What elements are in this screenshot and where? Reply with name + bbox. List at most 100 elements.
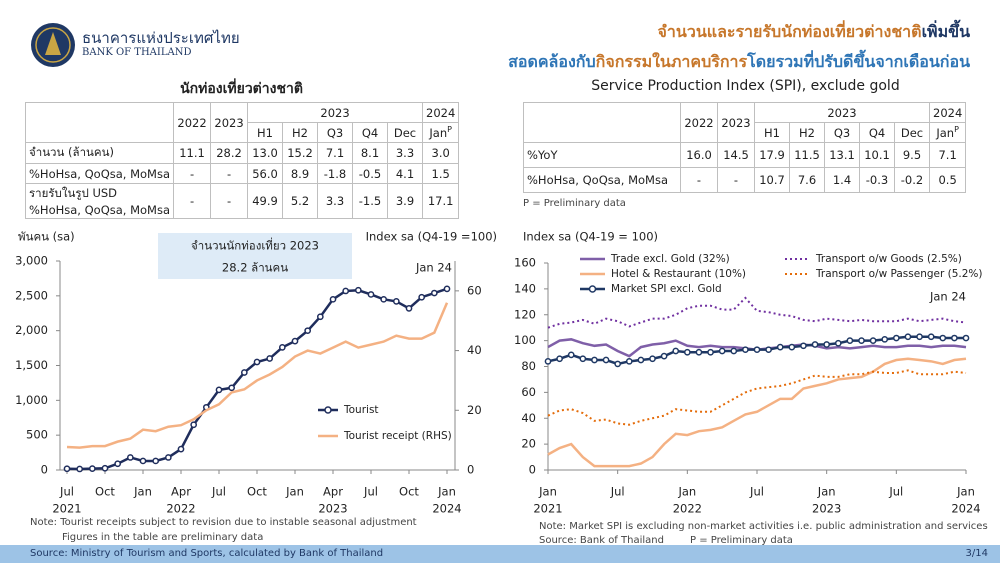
point: [76, 465, 84, 473]
point: [579, 355, 587, 363]
x-tick-label: Jul: [888, 485, 903, 499]
header-mark: P: [954, 125, 959, 135]
x-tick-label: Jan: [437, 485, 456, 499]
y2-tick-label: 60: [467, 283, 482, 297]
x-tick-label: Jan: [817, 485, 836, 499]
table-cell: -: [680, 167, 718, 193]
point: [881, 335, 889, 343]
annotation: Jan 24: [415, 261, 452, 275]
point: [625, 357, 633, 365]
y2-tick-label: 20: [467, 403, 482, 417]
logo: [31, 23, 75, 67]
x-tick-label: Jan: [285, 485, 304, 499]
table-cell: 7.1: [317, 142, 354, 164]
point: [927, 333, 935, 341]
point: [430, 289, 438, 297]
header-text: Dec: [900, 125, 924, 140]
y2-tick-label: 0: [467, 463, 474, 477]
y2-tick-label: 40: [467, 343, 482, 357]
table-title: Service Production Index (SPI), exclude …: [591, 78, 900, 94]
data-table: 2022 2023 2023 2024 H1 H2 Q3 Q4 Dec JanP %YoY 16.0 1…: [523, 102, 967, 193]
point: [240, 369, 248, 376]
y-axis-title: Index sa (Q4-19 = 100): [523, 230, 658, 244]
header-cell: JanP: [422, 122, 460, 143]
point: [800, 342, 807, 350]
header-cell: 2024: [422, 102, 460, 123]
legend-label: Trade excl. Gold (32%): [610, 253, 730, 265]
point: [660, 352, 668, 360]
point: [695, 348, 703, 356]
header-text: Jan: [936, 125, 955, 140]
point: [649, 355, 656, 363]
legend-label: Transport o/w Passenger (5.2%): [815, 268, 983, 280]
legend-label: Tourist receipt (RHS): [343, 430, 452, 442]
point: [846, 337, 854, 344]
point: [591, 356, 598, 364]
point: [253, 358, 261, 366]
point: [916, 333, 923, 341]
table-cell: -0.3: [859, 167, 895, 193]
y-tick-label: 20: [521, 437, 536, 451]
header-cell: JanP: [928, 122, 967, 143]
point: [215, 386, 223, 394]
point: [152, 457, 160, 465]
table-row: %HoHsa, QoQsa, MoMsa - -10.7 7.6 1.4 -0.3 -0.2…: [523, 167, 967, 193]
header-cell: [24, 102, 175, 143]
title-segment: โดยรวมที่ปรับดีขึ้นจากเดือนก่อน: [747, 52, 970, 71]
series-line: [547, 369, 967, 426]
point: [602, 356, 610, 364]
legend-label: Hotel & Restaurant (10%): [611, 268, 746, 280]
table-cell: -1.8: [317, 163, 354, 184]
y-axis-title: พันคน (sa): [18, 230, 75, 244]
x-year-label: 2022: [166, 502, 195, 516]
point: [939, 334, 947, 342]
y-tick-label: 500: [26, 428, 48, 442]
table-row: %HoHsa, QoQsa, MoMsa - -56.0 8.9 -1.8 -0.5 4.1…: [24, 163, 460, 184]
header-cell: H2: [789, 122, 825, 143]
note: Note: Tourist receipts subject to revisi…: [30, 517, 417, 528]
x-tick-label: Jan: [956, 485, 975, 499]
x-year-label: 2021: [533, 502, 562, 516]
row-label-line: รายรับในรูป USD: [29, 186, 118, 200]
legend-marker: [324, 406, 332, 414]
header-cell: Q3: [317, 122, 354, 143]
point: [392, 298, 400, 305]
table-title: นักท่องเที่ยวต่างชาติ: [180, 81, 303, 97]
page-number: 3/14: [966, 548, 988, 559]
x-year-label: 2024: [432, 502, 461, 516]
table-cell: -1.5: [352, 183, 389, 219]
header-text: Q3: [326, 125, 344, 140]
point: [329, 295, 337, 303]
y-tick-label: 40: [521, 411, 536, 425]
point: [730, 347, 738, 355]
note: Note: Market SPI is excluding non-market…: [539, 521, 988, 532]
x-year-label: 2023: [812, 502, 841, 516]
row-label: %HoHsa, QoQsa, MoMsa: [24, 163, 175, 184]
point: [126, 454, 134, 461]
title-segment: จำนวนและรายรับนักท่องเที่ยวต่างชาติ: [657, 22, 922, 41]
x-tick-label: Apr: [171, 485, 191, 499]
legend-marker: [588, 285, 597, 293]
header-text: Q3: [833, 125, 851, 140]
header-cell: H1: [247, 122, 284, 143]
x-tick-label: Jul: [363, 485, 378, 499]
header-mark: P: [447, 125, 452, 135]
point: [567, 351, 575, 359]
legend-label: Market SPI excl. Gold: [611, 283, 722, 295]
point: [765, 346, 772, 354]
row-label-line: %HoHsa, QoQsa, MoMsa: [29, 203, 171, 217]
y2-axis-title: Index sa (Q4-19 =100): [366, 230, 497, 244]
header-text: H1: [764, 125, 780, 140]
x-tick-label: Jul: [211, 485, 226, 499]
point: [367, 291, 375, 298]
table-cell: 10.7: [754, 167, 790, 193]
header-text: H2: [799, 125, 815, 140]
footer-bar: [0, 545, 1000, 563]
header-row: 2022 2023 2023 2024: [24, 102, 460, 143]
y-tick-label: 160: [514, 256, 536, 270]
row-label: รายรับในรูป USD %HoHsa, QoQsa, MoMsa: [24, 183, 175, 219]
y-tick-label: 2,500: [15, 288, 48, 302]
point: [788, 343, 796, 351]
table-wrap: 2022 2023 2023 2024 H1 H2 Q3 Q4 Dec JanP %YoY 16.0 1…: [523, 102, 967, 193]
